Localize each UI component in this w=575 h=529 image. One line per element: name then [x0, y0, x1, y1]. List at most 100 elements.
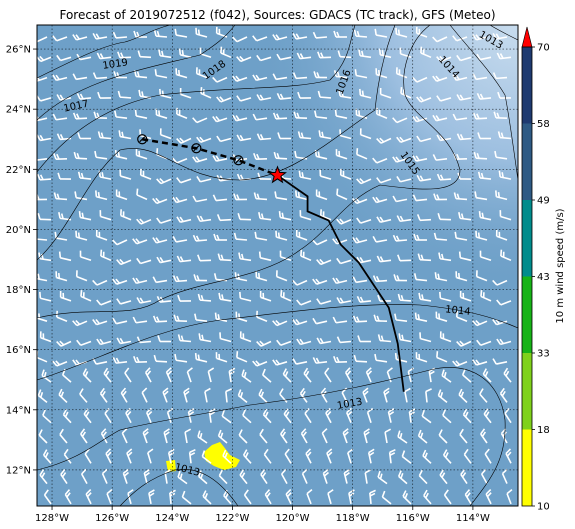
- wind-barb: [100, 249, 112, 262]
- wind-barb: [212, 76, 228, 83]
- lon-tick-label: 126°W: [95, 513, 129, 524]
- wind-barb: [197, 254, 212, 262]
- wind-barb: [439, 469, 448, 485]
- wind-barb: [437, 389, 448, 404]
- colorbar-segment: [522, 200, 532, 277]
- wind-barb: [401, 450, 412, 464]
- wind-barb: [37, 36, 48, 43]
- wind-barb: [256, 54, 272, 62]
- wind-barb: [92, 72, 108, 80]
- contour-label: 1014: [445, 304, 471, 318]
- wind-barb: [119, 169, 132, 180]
- wind-barb: [127, 489, 134, 505]
- wind-barb: [432, 75, 448, 82]
- wind-barb: [192, 234, 208, 242]
- wind-barb: [58, 212, 72, 221]
- wind-barb: [376, 137, 392, 144]
- wind-barb: [321, 428, 328, 444]
- wind-barb: [373, 314, 388, 322]
- wind-barb: [207, 367, 215, 383]
- wind-barb: [155, 108, 168, 119]
- wind-barb: [97, 131, 112, 140]
- wind-barb: [388, 448, 396, 464]
- wind-barb: [37, 389, 48, 404]
- isobar-1014-east: [37, 304, 518, 381]
- wind-barb: [183, 387, 190, 403]
- wind-barb: [441, 369, 452, 383]
- wind-barb: [198, 333, 212, 343]
- wind-barb: [474, 191, 488, 201]
- wind-barb: [194, 313, 208, 322]
- wind-barb: [103, 367, 112, 383]
- wind-barb: [456, 340, 472, 347]
- wind-barb: [38, 429, 48, 444]
- wind-barb: [99, 210, 112, 221]
- wind-barb: [452, 74, 468, 82]
- wind-barb: [298, 170, 312, 180]
- chart-title: Forecast of 2019072512 (f042), Sources: …: [59, 8, 496, 22]
- wind-barb: [397, 430, 408, 444]
- wind-barb: [372, 235, 388, 243]
- wind-barb: [272, 73, 288, 81]
- wind-barb: [216, 135, 232, 143]
- wind-barb: [413, 233, 427, 241]
- wind-barb: [232, 36, 248, 43]
- wind-barb: [156, 178, 172, 185]
- wind-barb: [344, 367, 352, 383]
- colorbar-tick-label: 43: [537, 272, 550, 283]
- wind-barb: [242, 409, 252, 424]
- wind-barb: [477, 171, 492, 180]
- wind-barb: [422, 449, 432, 464]
- wind-barb: [299, 387, 308, 403]
- wind-barb: [492, 32, 508, 40]
- wind-barb: [436, 55, 452, 63]
- wind-barb: [37, 311, 48, 322]
- forecast-positions: [137, 134, 244, 166]
- wind-barb: [187, 408, 195, 423]
- wind-barb: [194, 352, 208, 363]
- wind-barb: [438, 429, 448, 444]
- wind-barb: [72, 112, 88, 120]
- wind-barb: [392, 195, 408, 203]
- forecast-position-slash: [235, 157, 242, 164]
- wind-barb: [416, 214, 432, 222]
- wind-barb: [412, 76, 428, 83]
- wind-barb: [263, 448, 272, 464]
- wind-barb: [318, 130, 332, 140]
- lon-tick-label: 120°W: [276, 513, 310, 524]
- wind-barb: [116, 258, 132, 266]
- wind-barb: [312, 278, 328, 285]
- wind-barb: [37, 158, 48, 161]
- wind-barb: [132, 277, 148, 285]
- wind-barb: [241, 369, 252, 383]
- wind-barb: [252, 113, 268, 121]
- wind-barb: [492, 358, 508, 365]
- forecast-position-marker: [191, 143, 202, 154]
- wind-barb: [386, 367, 393, 383]
- wind-barb: [300, 249, 312, 262]
- wind-barb: [276, 53, 292, 61]
- wind-barb: [456, 94, 472, 101]
- colorbar-segment: [522, 353, 532, 430]
- colorbar-segment: [522, 47, 532, 124]
- wind-barb: [284, 448, 292, 464]
- wind-barb: [416, 174, 432, 182]
- wind-barb: [277, 132, 291, 140]
- wind-barb: [63, 448, 72, 464]
- wind-barb: [358, 49, 372, 59]
- wind-barb: [177, 334, 192, 343]
- wind-barb: [43, 489, 52, 505]
- wind-barb: [204, 387, 211, 403]
- wind-barb: [79, 250, 92, 262]
- wind-barb: [497, 131, 512, 140]
- wind-barb: [96, 338, 112, 346]
- wind-barb: [175, 68, 188, 79]
- wind-barb: [462, 408, 472, 424]
- wind-barb: [394, 313, 408, 322]
- wind-barb: [37, 134, 52, 142]
- wind-barb: [64, 489, 72, 505]
- wind-barb: [72, 319, 88, 327]
- isobar-1015: [37, 25, 461, 319]
- wind-barb: [400, 87, 412, 99]
- longitude-axis: 128°W 126°W 124°W 122°W 120°W 118°W 116°W 114°W: [35, 506, 490, 524]
